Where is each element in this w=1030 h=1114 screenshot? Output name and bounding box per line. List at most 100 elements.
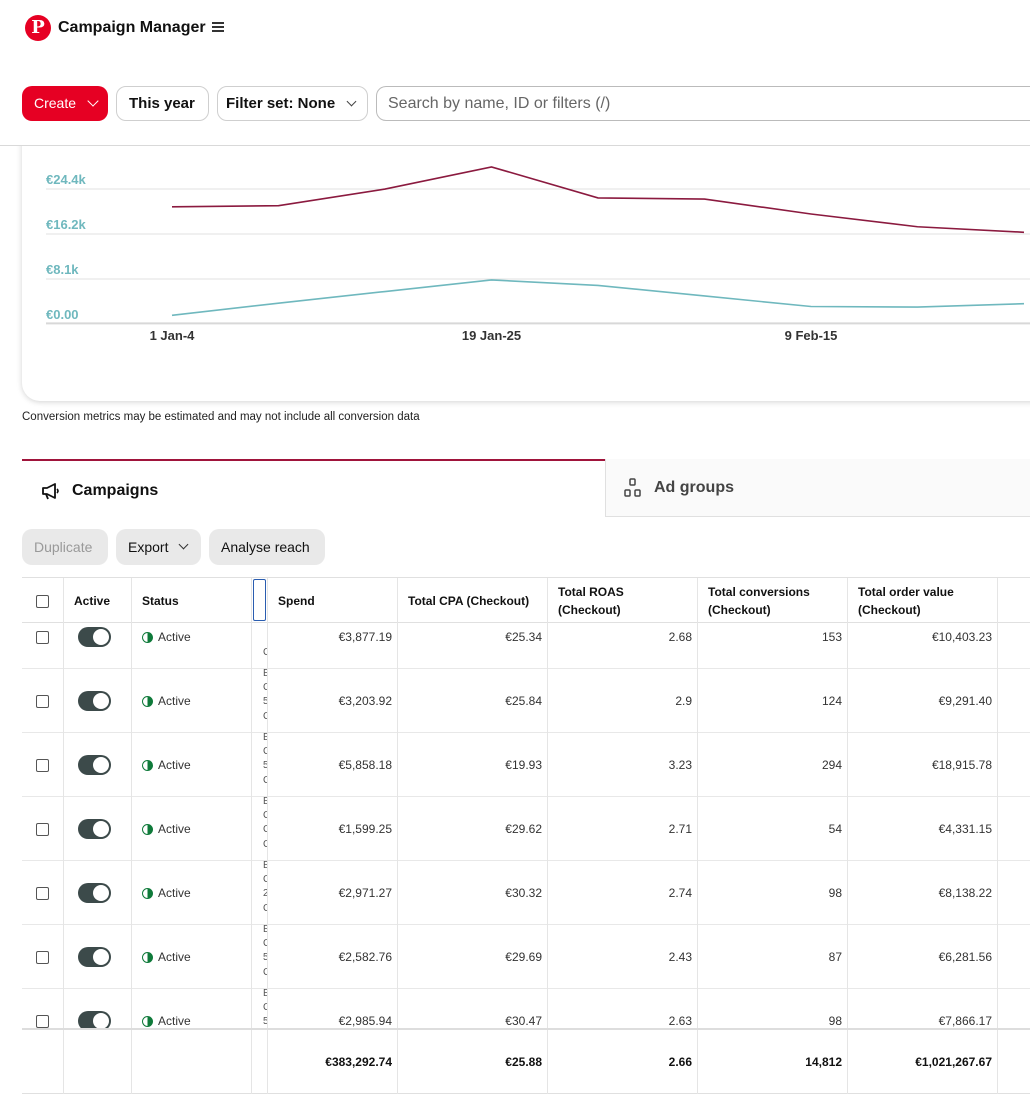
campaign-name-cell[interactable]: EC5C (252, 733, 268, 797)
create-button[interactable]: Create (22, 86, 108, 121)
table-header: Active Status Spend Total CPA (Checkout)… (22, 577, 1030, 624)
row-checkbox[interactable] (36, 1014, 49, 1028)
status-text: Active (158, 758, 191, 772)
app-title: Campaign Manager (58, 19, 206, 36)
header-spend[interactable]: Spend (268, 578, 398, 624)
campaign-name-cell[interactable]: EC2C (252, 861, 268, 925)
row-checkbox[interactable] (36, 886, 49, 900)
row-select-cell (22, 669, 64, 733)
row-checkbox[interactable] (36, 758, 49, 772)
row-active-cell (64, 623, 132, 669)
table-row[interactable]: ActiveEC5C€5,858.18€19.933.23294€18,915.… (22, 733, 1030, 797)
campaign-name-cell[interactable]: EC5C (252, 925, 268, 989)
table-totals-row: €383,292.74 €25.88 2.66 14,812 €1,021,26… (22, 1028, 1030, 1094)
row-checkbox[interactable] (36, 950, 49, 964)
active-toggle[interactable] (78, 947, 111, 967)
header-name[interactable] (252, 578, 268, 624)
export-button-label: Export (128, 539, 169, 555)
header-status[interactable]: Status (132, 578, 252, 624)
header-select-cell (22, 578, 64, 624)
active-toggle[interactable] (78, 691, 111, 711)
column-resize-handle[interactable] (253, 579, 266, 621)
conversions-cell: 98 (698, 989, 848, 1029)
name-fragment: E (263, 861, 267, 871)
row-status-cell: Active (132, 797, 252, 861)
name-fragment: 5 (263, 696, 267, 707)
row-checkbox[interactable] (36, 822, 49, 836)
totals-name-cell (252, 1030, 268, 1094)
series-line-2 (171, 279, 1025, 317)
row-active-cell (64, 925, 132, 989)
spend-cell: €3,203.92 (268, 669, 398, 733)
row-select-cell (22, 797, 64, 861)
roas-cell: 2.71 (548, 797, 698, 861)
status-active-icon (142, 887, 153, 899)
name-fragment: C (263, 824, 267, 835)
total-spend: €383,292.74 (268, 1030, 398, 1094)
filter-set-dropdown[interactable]: Filter set: None (217, 86, 368, 121)
conversions-cell: 153 (698, 623, 848, 669)
search-input[interactable]: Search by name, ID or filters (/) (376, 86, 1030, 121)
status-active-icon (142, 823, 153, 835)
select-all-checkbox[interactable] (36, 594, 49, 608)
total-roas: 2.66 (548, 1030, 698, 1094)
active-toggle[interactable] (78, 1011, 111, 1029)
active-toggle[interactable] (78, 627, 111, 647)
name-fragment: E (263, 925, 267, 935)
conversions-cell: 124 (698, 669, 848, 733)
header-order-value[interactable]: Total order value (Checkout) (848, 578, 998, 624)
cpa-cell: €30.47 (398, 989, 548, 1029)
name-fragment: C (263, 967, 267, 978)
export-button[interactable]: Export (116, 529, 201, 565)
row-checkbox[interactable] (36, 630, 49, 644)
analyse-reach-button[interactable]: Analyse reach (209, 529, 325, 565)
spend-cell: €2,971.27 (268, 861, 398, 925)
campaign-name-cell[interactable]: C (252, 623, 268, 669)
totals-select-cell (22, 1030, 64, 1094)
tab-campaigns[interactable]: Campaigns (22, 459, 605, 517)
level-tabs: Campaigns Ad groups (22, 459, 1030, 517)
hamburger-menu-icon[interactable] (212, 22, 224, 32)
cpa-cell: €29.62 (398, 797, 548, 861)
header-active[interactable]: Active (64, 578, 132, 624)
row-checkbox[interactable] (36, 694, 49, 708)
spend-cell: €2,582.76 (268, 925, 398, 989)
row-select-cell (22, 733, 64, 797)
y-tick-label: €24.4k (46, 172, 87, 187)
active-toggle[interactable] (78, 755, 111, 775)
order-value-cell: €4,331.15 (848, 797, 998, 861)
active-toggle[interactable] (78, 819, 111, 839)
header-cpa[interactable]: Total CPA (Checkout) (398, 578, 548, 624)
order-value-cell: €18,915.78 (848, 733, 998, 797)
header-conversions[interactable]: Total conversions (Checkout) (698, 578, 848, 624)
campaign-name-cell[interactable]: EC5C (252, 989, 268, 1029)
campaign-name-cell[interactable]: ECCC (252, 797, 268, 861)
order-value-cell: €6,281.56 (848, 925, 998, 989)
tab-ad-groups[interactable]: Ad groups (605, 459, 1030, 517)
name-fragment: C (263, 711, 267, 722)
status-text: Active (158, 1014, 191, 1028)
campaign-name-cell[interactable]: EC5C (252, 669, 268, 733)
status-active-icon (142, 759, 153, 771)
conversion-note: Conversion metrics may be estimated and … (22, 411, 420, 423)
conversions-cell: 87 (698, 925, 848, 989)
chevron-down-icon (87, 95, 99, 107)
active-toggle[interactable] (78, 883, 111, 903)
cpa-cell: €25.84 (398, 669, 548, 733)
header-roas[interactable]: Total ROAS (Checkout) (548, 578, 698, 624)
status-active-icon (142, 951, 153, 963)
cpa-cell: €25.34 (398, 623, 548, 669)
date-range-button[interactable]: This year (116, 86, 209, 121)
name-fragment: E (263, 733, 267, 743)
status-text: Active (158, 694, 191, 708)
name-fragment: E (263, 989, 267, 999)
duplicate-button[interactable]: Duplicate (22, 529, 108, 565)
pinterest-logo[interactable]: P (25, 15, 51, 41)
